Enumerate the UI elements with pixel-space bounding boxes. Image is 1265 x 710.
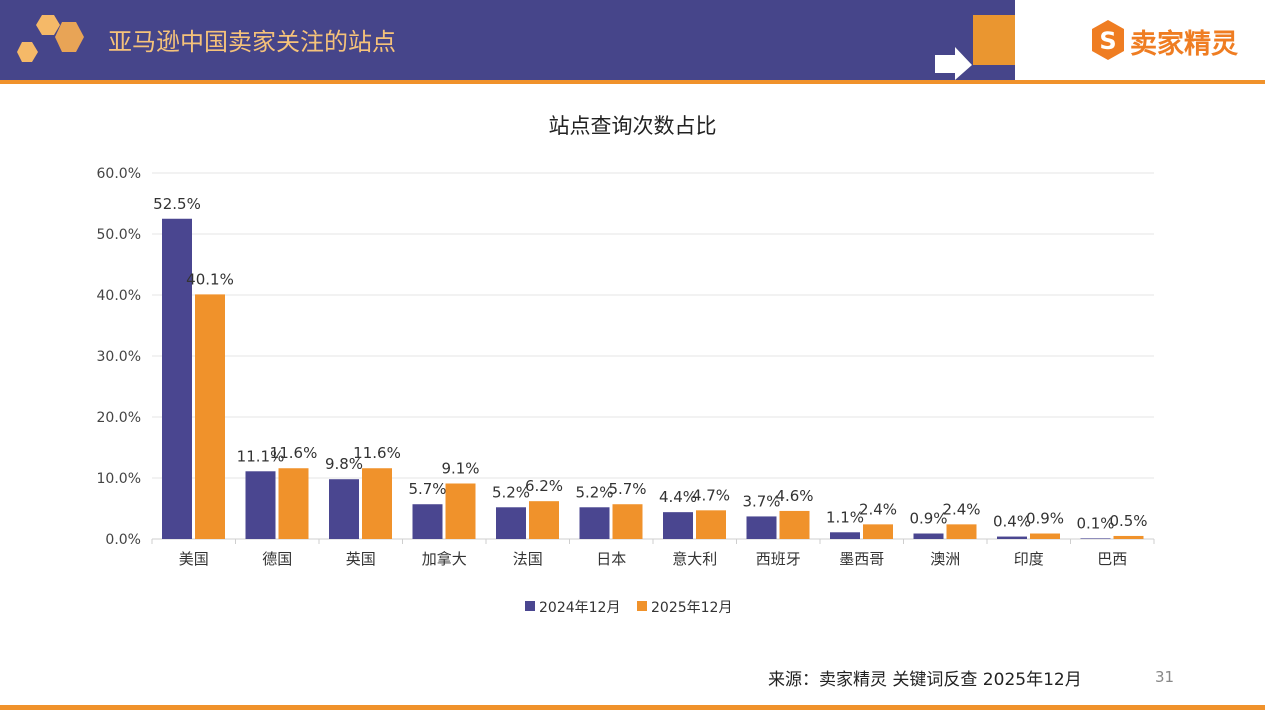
x-tick-label: 墨西哥	[839, 550, 884, 568]
bar-2024年12月	[412, 504, 443, 539]
y-tick-label: 20.0%	[97, 410, 141, 426]
bar-2025年12月	[612, 504, 643, 539]
bottom-divider	[0, 705, 1265, 710]
brand-name: 卖家精灵	[1130, 29, 1238, 60]
y-tick-label: 50.0%	[97, 227, 141, 243]
data-label: 5.2%	[492, 483, 530, 501]
data-label: 0.1%	[1076, 514, 1114, 532]
divider	[0, 80, 1265, 84]
bar-2025年12月	[195, 294, 225, 539]
bar-2024年12月	[913, 533, 944, 539]
data-label: 0.9%	[909, 510, 947, 528]
bar-2024年12月	[663, 512, 693, 539]
x-tick-label: 法国	[513, 550, 543, 568]
x-tick-label: 澳洲	[930, 550, 960, 568]
y-tick-label: 40.0%	[97, 288, 141, 304]
bar-2024年12月	[1080, 538, 1111, 539]
x-tick-label: 德国	[262, 550, 292, 568]
data-label: 40.1%	[186, 270, 234, 288]
bar-2024年12月	[162, 218, 192, 539]
legend-label: 2024年12月	[539, 600, 620, 616]
data-label: 2.4%	[942, 500, 980, 518]
svg-text:S: S	[1099, 27, 1116, 55]
data-label: 9.1%	[441, 459, 479, 477]
bar-2024年12月	[997, 536, 1027, 539]
bar-2024年12月	[245, 471, 276, 539]
data-label: 11.1%	[237, 447, 285, 465]
x-tick-label: 美国	[179, 550, 209, 568]
data-label: 0.5%	[1109, 512, 1147, 530]
y-tick-label: 30.0%	[97, 349, 141, 365]
bar-2024年12月	[329, 479, 359, 539]
x-tick-label: 日本	[596, 550, 626, 568]
page-number: 31	[1155, 668, 1175, 686]
bar-2024年12月	[746, 516, 777, 539]
bar-2025年12月	[863, 524, 893, 539]
data-label: 1.1%	[826, 508, 864, 526]
data-label: 52.5%	[153, 195, 201, 213]
bar-2024年12月	[496, 507, 526, 539]
x-tick-label: 印度	[1014, 550, 1044, 568]
bar-2025年12月	[1030, 533, 1060, 539]
data-label: 4.7%	[692, 486, 730, 504]
y-tick-label: 10.0%	[97, 471, 141, 487]
data-label: 4.4%	[659, 488, 697, 506]
data-label: 5.2%	[575, 483, 613, 501]
data-label: 5.7%	[408, 480, 446, 498]
x-tick-label: 巴西	[1097, 550, 1127, 568]
header-bar: 亚马逊中国卖家关注的站点 S 卖家精灵	[0, 0, 1265, 80]
hexagon-logo-icon	[17, 15, 84, 62]
data-label: 5.7%	[608, 480, 646, 498]
bar-chart: 0.0% 10.0% 20.0% 30.0% 40.0% 50.0% 60.0% 美国 52.5…	[97, 166, 1155, 616]
data-label: 9.8%	[325, 455, 363, 473]
legend-swatch	[525, 601, 535, 611]
x-tick-label: 西班牙	[756, 550, 801, 568]
data-label: 6.2%	[525, 477, 563, 495]
bar-2025年12月	[946, 524, 977, 539]
source-note: 来源：卖家精灵 关键词反查 2025年12月	[768, 670, 1082, 690]
data-label: 2.4%	[859, 500, 897, 518]
y-tick-label: 0.0%	[105, 532, 141, 548]
bar-2025年12月	[529, 501, 559, 539]
legend-swatch	[637, 601, 647, 611]
x-tick-label: 英国	[346, 550, 376, 568]
bar-2025年12月	[445, 483, 476, 539]
x-tick-label: 加拿大	[422, 550, 467, 568]
data-label: 3.7%	[742, 492, 780, 510]
bar-2025年12月	[779, 510, 810, 539]
y-tick-label: 60.0%	[97, 166, 141, 182]
data-label: 0.9%	[1026, 510, 1064, 528]
bar-2024年12月	[579, 507, 610, 539]
slide-title: 亚马逊中国卖家关注的站点	[108, 28, 396, 56]
bar-2024年12月	[830, 532, 860, 539]
chart-title: 站点查询次数占比	[548, 114, 717, 138]
bar-2025年12月	[696, 510, 726, 539]
legend-label: 2025年12月	[651, 600, 732, 616]
x-tick-label: 意大利	[672, 550, 717, 568]
data-label: 11.6%	[270, 444, 318, 462]
data-label: 0.4%	[993, 513, 1031, 531]
data-label: 11.6%	[353, 444, 401, 462]
bar-2025年12月	[1113, 535, 1144, 539]
bar-2025年12月	[362, 468, 392, 539]
data-label: 4.6%	[775, 487, 813, 505]
bar-2025年12月	[278, 468, 309, 539]
brand-s-icon: S	[1092, 20, 1124, 60]
